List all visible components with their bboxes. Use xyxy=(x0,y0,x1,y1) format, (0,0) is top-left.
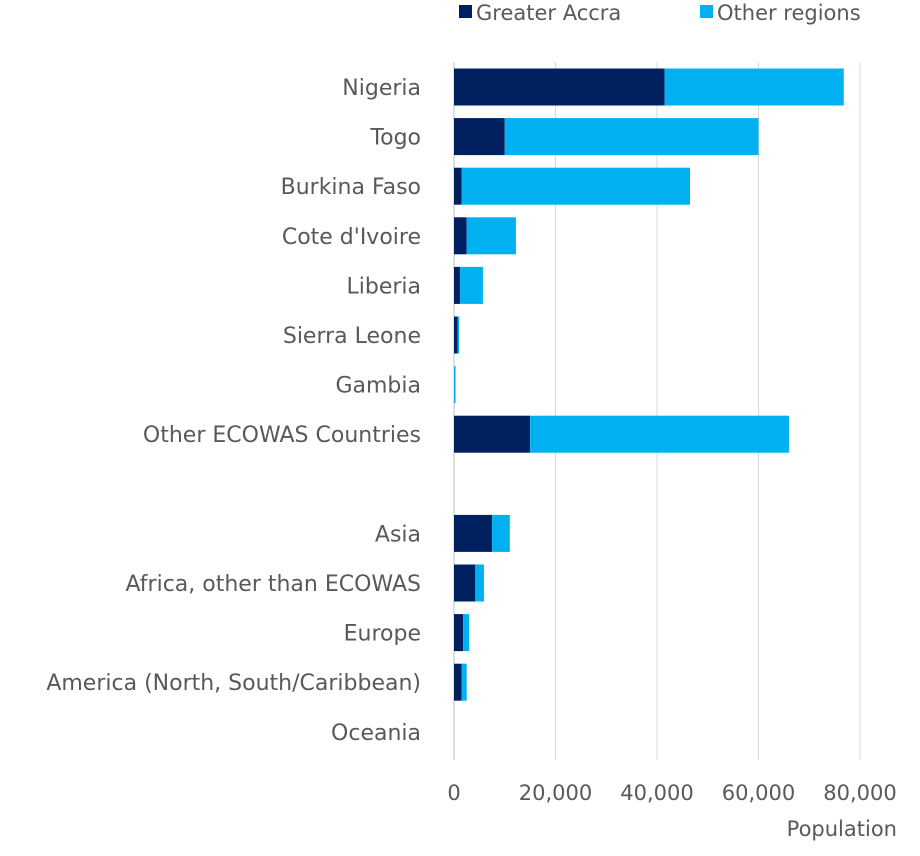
bar-greater-accra-sierra-leone xyxy=(454,316,458,354)
category-label: Gambia xyxy=(335,374,421,399)
bar-greater-accra-america-north-south-caribbean xyxy=(454,663,462,701)
category-label: Europe xyxy=(344,622,421,647)
x-tick-label: 80,000 xyxy=(823,781,896,805)
bar-other-regions-togo xyxy=(504,118,759,156)
bar-other-regions-liberia xyxy=(460,266,483,304)
bar-other-regions-burkina-faso xyxy=(461,167,690,205)
x-axis-title: Population xyxy=(787,817,897,841)
bar-greater-accra-europe xyxy=(454,614,464,652)
category-label: Oceania xyxy=(331,721,421,746)
category-label: Burkina Faso xyxy=(281,175,421,200)
bar-greater-accra-cote-d-ivoire xyxy=(454,217,467,255)
legend-swatch-greater-accra xyxy=(459,5,472,18)
bars xyxy=(454,68,844,701)
bar-greater-accra-burkina-faso xyxy=(454,167,462,205)
category-label: Togo xyxy=(369,126,421,151)
x-tick-labels: 0 20,000 40,000 60,000 80,000 xyxy=(447,781,896,805)
bar-other-regions-america-north-south-caribbean xyxy=(461,663,467,701)
category-label: Nigeria xyxy=(342,76,421,101)
bar-other-regions-cote-d-ivoire xyxy=(466,217,516,255)
bar-greater-accra-africa-other-than-ecowas xyxy=(454,564,476,602)
category-label: America (North, South/Caribbean) xyxy=(46,671,421,696)
legend-label-greater-accra: Greater Accra xyxy=(476,1,621,25)
legend: Greater Accra Other regions xyxy=(459,1,861,25)
bar-other-regions-sierra-leone xyxy=(457,316,460,354)
bar-greater-accra-other-ecowas-countries xyxy=(454,415,531,453)
legend-label-other-regions: Other regions xyxy=(717,1,861,25)
bar-greater-accra-asia xyxy=(454,514,493,552)
category-label: Africa, other than ECOWAS xyxy=(126,572,421,597)
bar-greater-accra-togo xyxy=(454,118,505,156)
gridlines xyxy=(453,62,861,760)
bar-other-regions-nigeria xyxy=(664,68,844,106)
bar-other-regions-other-ecowas-countries xyxy=(530,415,789,453)
category-label: Cote d'Ivoire xyxy=(282,225,421,250)
bar-other-regions-europe xyxy=(463,614,470,652)
bar-greater-accra-nigeria xyxy=(454,68,665,106)
category-labels: Nigeria Togo Burkina Faso Cote d'Ivoire Libe… xyxy=(46,76,421,746)
bar-greater-accra-liberia xyxy=(454,266,461,304)
legend-swatch-other-regions xyxy=(700,5,713,18)
x-tick-label: 0 xyxy=(447,781,460,805)
x-tick-label: 60,000 xyxy=(722,781,795,805)
bar-other-regions-asia xyxy=(492,514,510,552)
category-label: Liberia xyxy=(346,274,421,299)
category-label: Sierra Leone xyxy=(283,324,421,349)
x-tick-label: 40,000 xyxy=(620,781,693,805)
category-label: Asia xyxy=(375,522,421,547)
bar-other-regions-africa-other-than-ecowas xyxy=(475,564,484,602)
bar-other-regions-gambia xyxy=(454,366,456,404)
category-label: Other ECOWAS Countries xyxy=(143,423,421,448)
x-tick-label: 20,000 xyxy=(519,781,592,805)
